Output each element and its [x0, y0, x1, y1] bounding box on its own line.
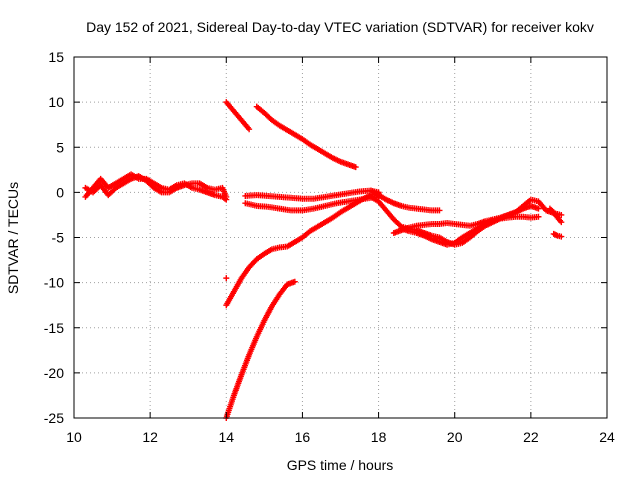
data-point	[291, 278, 298, 285]
data-series	[550, 230, 565, 240]
data-point	[535, 213, 542, 220]
y-tick-label: -25	[44, 410, 64, 426]
data-series	[546, 205, 565, 226]
x-tick-label: 14	[218, 429, 234, 445]
plot-frame	[73, 56, 608, 419]
data-point	[535, 205, 542, 212]
y-tick-label: -15	[44, 320, 64, 336]
data-point	[397, 222, 404, 229]
data-series	[253, 103, 359, 171]
x-tick-label: 18	[371, 429, 387, 445]
y-tick-label: -20	[44, 365, 64, 381]
x-tick-label: 20	[447, 429, 463, 445]
x-axis-label: GPS time / hours	[287, 457, 394, 473]
data-point	[352, 164, 359, 171]
data-points	[82, 99, 565, 421]
y-tick-label: 5	[56, 139, 64, 155]
data-point	[558, 219, 565, 226]
data-point	[246, 126, 253, 133]
y-axis-label: SDTVAR / TECUs	[5, 182, 21, 294]
x-tick-label: 12	[142, 429, 158, 445]
x-tick-label: 16	[295, 429, 311, 445]
x-tick-label: 22	[523, 429, 539, 445]
data-point	[558, 211, 565, 218]
data-series	[223, 190, 382, 309]
x-tick-label: 24	[599, 429, 615, 445]
data-series	[223, 278, 298, 421]
data-series	[367, 187, 443, 214]
y-tick-label: -10	[44, 275, 64, 291]
x-tick-label: 10	[66, 429, 82, 445]
data-point	[223, 193, 230, 200]
axis-ticks: 10 12 14 16 18 20 22 24 15 10 5 0 -5 -10 -15 -20 -25	[44, 49, 615, 445]
data-series	[398, 196, 565, 248]
y-tick-label: 0	[56, 184, 64, 200]
grid	[74, 57, 607, 418]
data-series	[82, 173, 230, 200]
data-series	[223, 99, 253, 133]
y-tick-label: 10	[48, 94, 64, 110]
data-series	[223, 275, 230, 282]
data-point	[436, 207, 443, 214]
data-point	[223, 275, 230, 282]
chart-title: Day 152 of 2021, Sidereal Day-to-day VTE…	[86, 19, 594, 35]
y-tick-label: -5	[52, 230, 65, 246]
y-tick-label: 15	[48, 49, 64, 65]
data-point	[558, 233, 565, 240]
data-series	[390, 213, 542, 236]
